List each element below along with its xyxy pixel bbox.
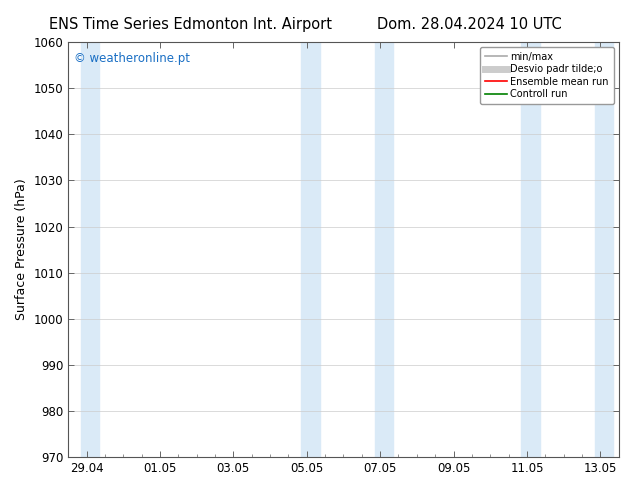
Text: ENS Time Series Edmonton Int. Airport: ENS Time Series Edmonton Int. Airport [49, 17, 332, 32]
Text: Dom. 28.04.2024 10 UTC: Dom. 28.04.2024 10 UTC [377, 17, 562, 32]
Bar [301, 42, 320, 457]
Bar [375, 42, 393, 457]
Bar [595, 42, 613, 457]
Bar [81, 42, 100, 457]
Legend: min/max, Desvio padr tilde;o, Ensemble mean run, Controll run: min/max, Desvio padr tilde;o, Ensemble m… [481, 47, 614, 104]
Y-axis label: Surface Pressure (hPa): Surface Pressure (hPa) [15, 179, 28, 320]
Text: © weatheronline.pt: © weatheronline.pt [74, 52, 190, 66]
Bar [521, 42, 540, 457]
